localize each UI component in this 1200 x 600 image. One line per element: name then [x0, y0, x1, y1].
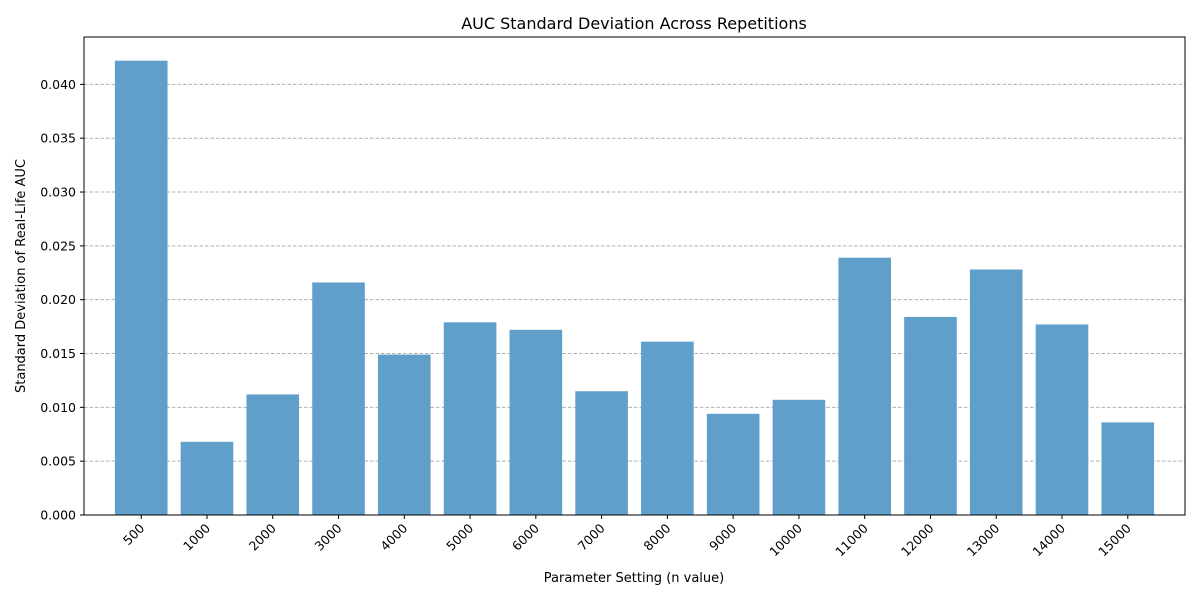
y-tick-label: 0.035 — [40, 131, 76, 146]
bar-8000 — [641, 341, 694, 515]
y-tick-label: 0.030 — [40, 185, 76, 200]
x-tick-label: 6000 — [509, 520, 542, 553]
x-tick-label: 500 — [120, 520, 148, 548]
y-tick-label: 0.000 — [40, 508, 76, 523]
chart-title: AUC Standard Deviation Across Repetition… — [461, 14, 807, 33]
y-tick-label: 0.020 — [40, 292, 76, 307]
x-axis-label: Parameter Setting (n value) — [544, 571, 724, 586]
x-tick-label: 15000 — [1095, 520, 1134, 559]
bar-13000 — [969, 269, 1023, 515]
y-tick-label: 0.025 — [40, 238, 76, 253]
y-tick-label: 0.015 — [40, 346, 76, 361]
y-axis-label: Standard Deviation of Real-Life AUC — [14, 159, 29, 393]
x-tick-label: 1000 — [180, 520, 213, 553]
bar-9000 — [706, 413, 760, 515]
bar-11000 — [838, 257, 892, 515]
bar-3000 — [312, 282, 365, 515]
x-tick-label: 2000 — [246, 520, 279, 553]
bar-14000 — [1035, 324, 1089, 515]
bars-layer — [114, 60, 1155, 515]
bar-15000 — [1101, 422, 1155, 515]
plot-frame — [83, 36, 1186, 516]
bar-12000 — [904, 316, 957, 515]
x-tick-label: 3000 — [312, 520, 345, 553]
y-axis: 0.000 0.005 0.010 0.015 0.020 0.025 0.030 0.035… — [40, 77, 84, 523]
x-tick-label: 4000 — [377, 520, 410, 553]
x-tick-label: 13000 — [964, 520, 1003, 559]
x-tick-label: 14000 — [1029, 520, 1068, 559]
bar-2000 — [246, 394, 300, 515]
bar-6000 — [509, 329, 563, 515]
bar-4000 — [377, 354, 431, 515]
y-tick-label: 0.005 — [40, 454, 76, 469]
y-tick-label: 0.040 — [40, 77, 76, 92]
x-tick-label: 7000 — [575, 520, 608, 553]
bar-10000 — [772, 399, 826, 515]
bar-5000 — [443, 322, 497, 515]
bar-500 — [114, 60, 168, 515]
x-axis: 500 1000 2000 3000 4000 5000 6000 7000 8000 9000 1… — [120, 515, 1134, 559]
x-tick-label: 5000 — [443, 520, 476, 553]
x-tick-label: 10000 — [766, 520, 805, 559]
x-tick-label: 9000 — [706, 520, 739, 553]
x-tick-label: 11000 — [832, 520, 871, 559]
x-tick-label: 8000 — [640, 520, 673, 553]
bar-7000 — [575, 391, 628, 515]
x-tick-label: 12000 — [898, 520, 937, 559]
y-tick-label: 0.010 — [40, 400, 76, 415]
bar-1000 — [180, 441, 234, 515]
